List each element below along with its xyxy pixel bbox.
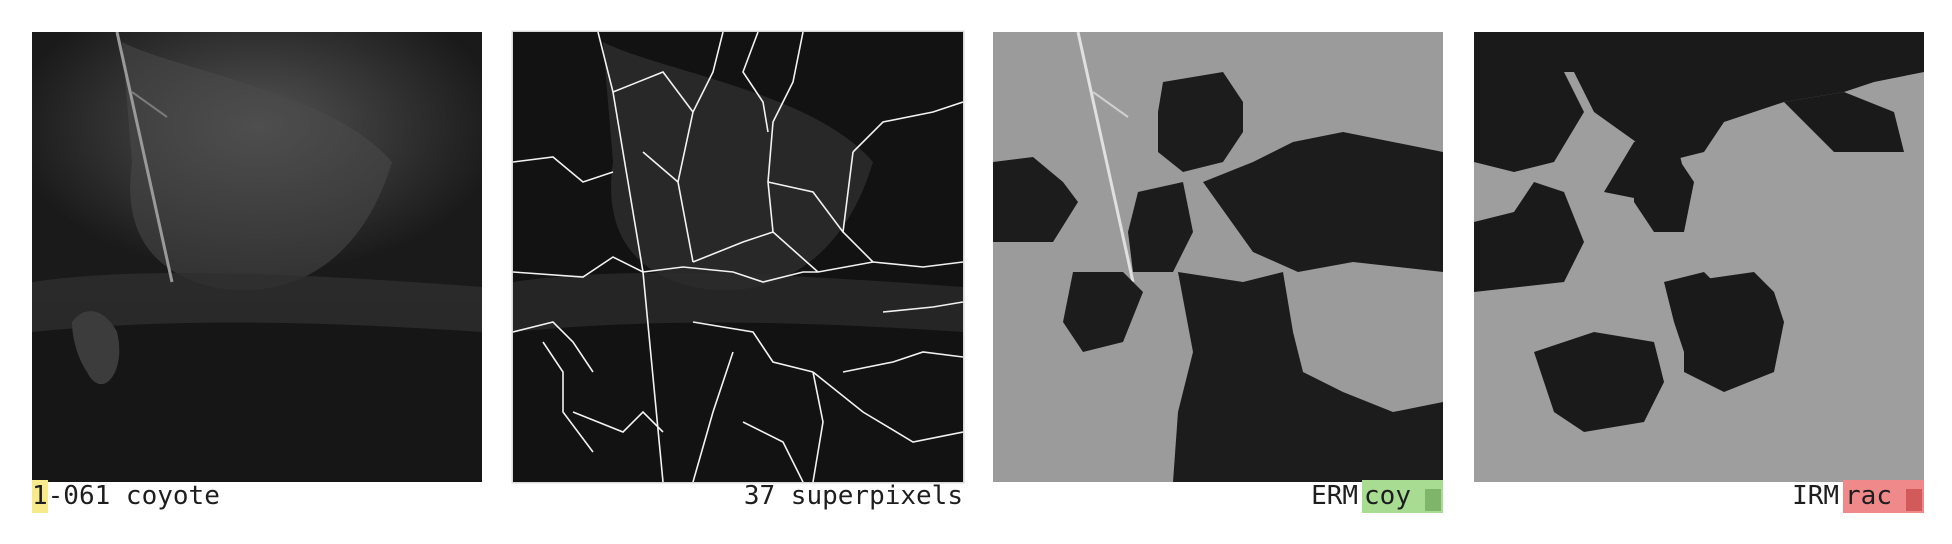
caption-index-highlight: 1 — [32, 480, 48, 513]
irm-predicted-label: rac — [1845, 481, 1892, 511]
erm-confidence-swatch — [1425, 489, 1441, 511]
erm-masked-regions — [993, 72, 1443, 482]
erm-predicted-label: coy — [1364, 481, 1411, 511]
erm-method-label: ERM — [1311, 481, 1359, 511]
irm-method-label: IRM — [1792, 481, 1840, 511]
caption-id-species: -061 coyote — [47, 481, 220, 511]
image-id-caption: 1-061 coyote — [32, 480, 220, 513]
erm-explanation-image — [993, 32, 1443, 482]
erm-prediction-caption: ERM coy — [993, 480, 1443, 513]
erm-predicted-label-badge: coy — [1362, 480, 1443, 513]
superpixel-count-caption: 37 superpixels — [743, 481, 963, 511]
original-image — [32, 32, 482, 482]
superpixel-boundaries — [513, 32, 963, 482]
irm-confidence-swatch — [1906, 489, 1922, 511]
irm-prediction-caption: IRM rac — [1474, 480, 1924, 513]
superpixel-image — [513, 32, 963, 482]
irm-masked-regions — [1474, 32, 1924, 432]
irm-explanation-image — [1474, 32, 1924, 482]
irm-predicted-label-badge: rac — [1843, 480, 1924, 513]
